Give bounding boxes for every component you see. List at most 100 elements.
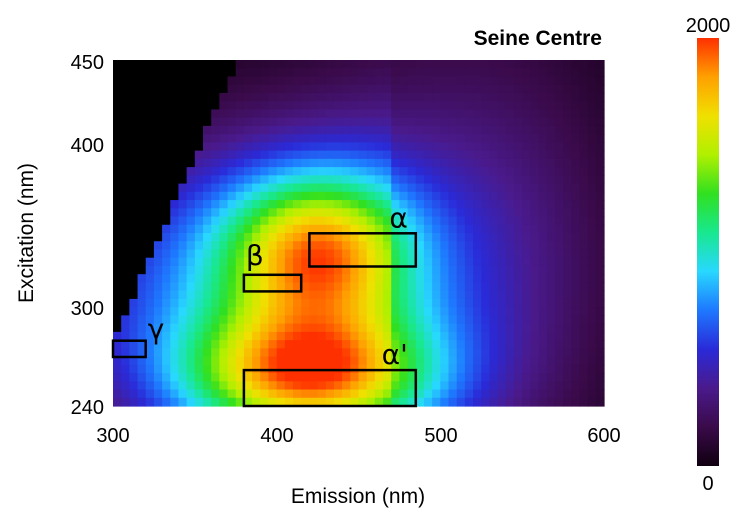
heatmap-cell	[579, 315, 589, 325]
heatmap-cell	[538, 356, 548, 366]
heatmap-cell	[186, 274, 196, 284]
heatmap-cell	[293, 274, 302, 284]
heatmap-cell	[284, 76, 294, 86]
heatmap-cell	[571, 364, 581, 374]
heatmap-cell	[350, 183, 360, 193]
heatmap-cell	[317, 125, 327, 135]
heatmap-cell	[538, 200, 548, 209]
heatmap-cell	[448, 200, 458, 209]
heatmap-cell	[579, 224, 589, 234]
heatmap-cell	[219, 274, 229, 284]
heatmap-cell	[432, 307, 441, 316]
heatmap-cell	[530, 208, 540, 218]
heatmap-cell	[284, 257, 294, 267]
heatmap-cell	[309, 191, 319, 201]
heatmap-cell	[293, 224, 302, 234]
heatmap-cell	[464, 76, 474, 86]
heatmap-cell	[194, 381, 204, 391]
heatmap-cell	[579, 340, 589, 349]
heatmap-cell	[587, 125, 597, 135]
heatmap-cell	[350, 265, 360, 275]
heatmap-cell	[595, 68, 605, 78]
heatmap-cell	[497, 274, 507, 284]
heatmap-cell	[595, 92, 605, 102]
heatmap-cell	[513, 167, 523, 176]
heatmap-cell	[383, 167, 392, 176]
heatmap-cell	[194, 323, 204, 333]
heatmap-cell	[301, 191, 310, 201]
heatmap-cell	[473, 389, 482, 399]
heatmap-cell	[481, 397, 491, 407]
heatmap-cell	[546, 60, 556, 69]
heatmap-cell	[489, 109, 499, 119]
heatmap-cell	[423, 323, 433, 333]
heatmap-cell	[571, 224, 581, 234]
heatmap-cell	[407, 117, 417, 127]
heatmap-cell	[366, 298, 376, 308]
heatmap-cell	[293, 101, 302, 111]
heatmap-cell	[546, 134, 556, 143]
heatmap-cell	[456, 323, 466, 333]
heatmap-cell	[473, 298, 482, 308]
heatmap-cell	[464, 84, 474, 94]
heatmap-cell	[284, 397, 294, 407]
heatmap-cell	[219, 356, 229, 366]
heatmap-cell	[194, 397, 204, 407]
heatmap-cell	[170, 208, 180, 218]
heatmap-cell	[342, 142, 351, 152]
heatmap-cell	[481, 68, 491, 78]
heatmap-cell	[571, 348, 581, 358]
heatmap-cell	[211, 373, 220, 382]
heatmap-cell	[276, 331, 286, 341]
heatmap-cell	[587, 68, 597, 78]
heatmap-cell	[513, 315, 523, 325]
heatmap-cell	[522, 381, 531, 391]
heatmap-cell	[538, 282, 548, 292]
heatmap-cell	[423, 142, 433, 152]
heatmap-cell	[538, 249, 548, 259]
heatmap-cell	[276, 224, 286, 234]
heatmap-cell	[448, 348, 458, 358]
heatmap-cell	[243, 158, 253, 168]
heatmap-cell	[268, 381, 278, 391]
heatmap-cell	[546, 307, 556, 316]
heatmap-cell	[546, 249, 556, 259]
heatmap-cell	[383, 323, 392, 333]
heatmap-cell	[284, 356, 294, 366]
heatmap-cell	[423, 373, 433, 382]
heatmap-cell	[383, 340, 392, 349]
heatmap-cell	[513, 150, 523, 160]
heatmap-cell	[595, 200, 605, 209]
heatmap-cell	[358, 290, 368, 300]
heatmap-cell	[293, 348, 302, 358]
heatmap-cell	[538, 109, 548, 119]
heatmap-cell	[137, 373, 147, 382]
heatmap-cell	[145, 290, 155, 300]
heatmap-cell	[464, 125, 474, 135]
heatmap-cell	[513, 92, 523, 102]
heatmap-cell	[268, 84, 278, 94]
heatmap-cell	[227, 373, 237, 382]
heatmap-cell	[415, 183, 425, 193]
heatmap-cell	[342, 68, 351, 78]
heatmap-cell	[473, 356, 482, 366]
heatmap-cell	[276, 150, 286, 160]
heatmap-cell	[137, 340, 147, 349]
heatmap-cell	[317, 134, 327, 143]
heatmap-cell	[309, 68, 319, 78]
heatmap-cell	[546, 142, 556, 152]
heatmap-cell	[170, 257, 180, 267]
heatmap-cell	[358, 389, 368, 399]
heatmap-cell	[268, 249, 278, 259]
heatmap-cell	[522, 76, 531, 86]
heatmap-cell	[170, 356, 180, 366]
heatmap-cell	[227, 381, 237, 391]
heatmap-cell	[383, 381, 392, 391]
heatmap-cell	[219, 167, 229, 176]
heatmap-cell	[342, 167, 351, 176]
heatmap-cell	[350, 233, 360, 242]
heatmap-cell	[456, 191, 466, 201]
heatmap-cell	[399, 274, 409, 284]
heatmap-cell	[342, 274, 351, 284]
heatmap-cell	[399, 134, 409, 143]
